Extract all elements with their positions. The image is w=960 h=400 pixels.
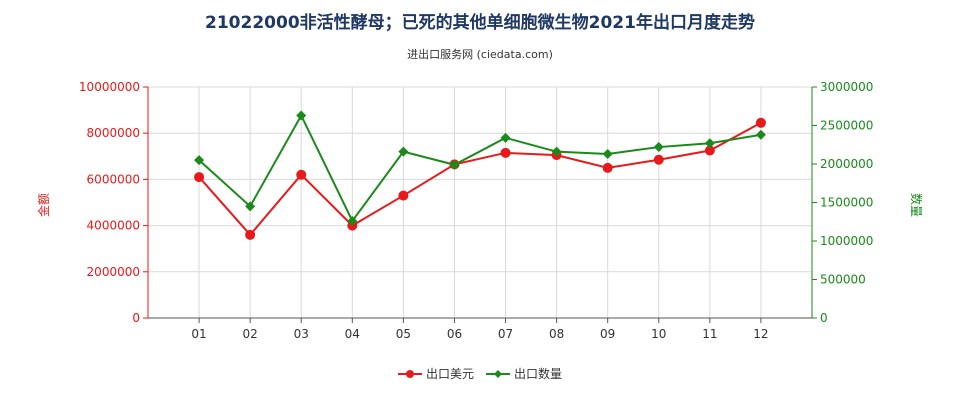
x-tick-label: 02	[243, 327, 258, 341]
chart-title: 21022000非活性酵母；已死的其他单细胞微生物2021年出口月度走势	[205, 13, 755, 33]
right-tick-label: 2500000	[820, 119, 873, 133]
x-tick-label: 07	[498, 327, 513, 341]
left-tick-label: 4000000	[87, 219, 140, 233]
legend-swatch-marker	[406, 370, 414, 378]
right-tick-label: 500000	[820, 273, 866, 287]
data-point-quantity	[449, 159, 460, 170]
right-tick-label: 3000000	[820, 80, 873, 94]
chart-subtitle: 进出口服务网 (ciedata.com)	[407, 48, 553, 61]
data-point-quantity	[653, 142, 664, 153]
x-tick-label: 04	[345, 327, 360, 341]
x-tick-label: 01	[191, 327, 206, 341]
series-line-quantity	[198, 113, 762, 223]
data-point-value	[704, 145, 715, 156]
left-axis-title: 金额	[36, 193, 51, 217]
left-tick-label: 10000000	[79, 80, 140, 94]
data-point-value	[653, 154, 664, 165]
left-tick-label: 0	[132, 311, 140, 325]
data-point-value	[398, 190, 409, 201]
right-tick-label: 2000000	[820, 157, 873, 171]
x-tick-label: 10	[651, 327, 666, 341]
legend-label: 出口美元	[426, 367, 474, 381]
data-point-value	[296, 169, 307, 180]
x-tick-label: 03	[294, 327, 309, 341]
data-point-quantity	[296, 110, 307, 121]
data-point-value	[602, 162, 613, 173]
left-tick-label: 2000000	[87, 265, 140, 279]
data-point-value	[245, 229, 256, 240]
legend-label: 出口数量	[514, 366, 562, 381]
data-point-value	[755, 117, 766, 128]
data-point-quantity	[194, 155, 205, 166]
data-point-quantity	[500, 132, 511, 143]
data-point-quantity	[755, 129, 766, 140]
data-point-value	[194, 172, 205, 183]
x-tick-label: 05	[396, 327, 411, 341]
data-point-quantity	[602, 148, 613, 159]
data-point-quantity	[398, 146, 409, 157]
legend-swatch-marker	[494, 370, 502, 378]
x-tick-label: 11	[702, 327, 717, 341]
data-point-quantity	[704, 138, 715, 149]
right-tick-label: 0	[820, 311, 828, 325]
data-point-quantity	[347, 215, 358, 226]
series-line-value	[198, 121, 762, 237]
x-tick-label: 06	[447, 327, 462, 341]
right-tick-label: 1500000	[820, 196, 873, 210]
x-tick-label: 12	[753, 327, 768, 341]
data-point-value	[500, 147, 511, 158]
data-point-quantity	[245, 201, 256, 212]
right-tick-label: 1000000	[820, 234, 873, 248]
x-tick-label: 09	[600, 327, 615, 341]
data-point-quantity	[551, 146, 562, 157]
left-tick-label: 6000000	[87, 172, 140, 186]
right-axis-title: 数量	[909, 193, 924, 217]
left-tick-label: 8000000	[87, 126, 140, 140]
x-tick-label: 08	[549, 327, 564, 341]
